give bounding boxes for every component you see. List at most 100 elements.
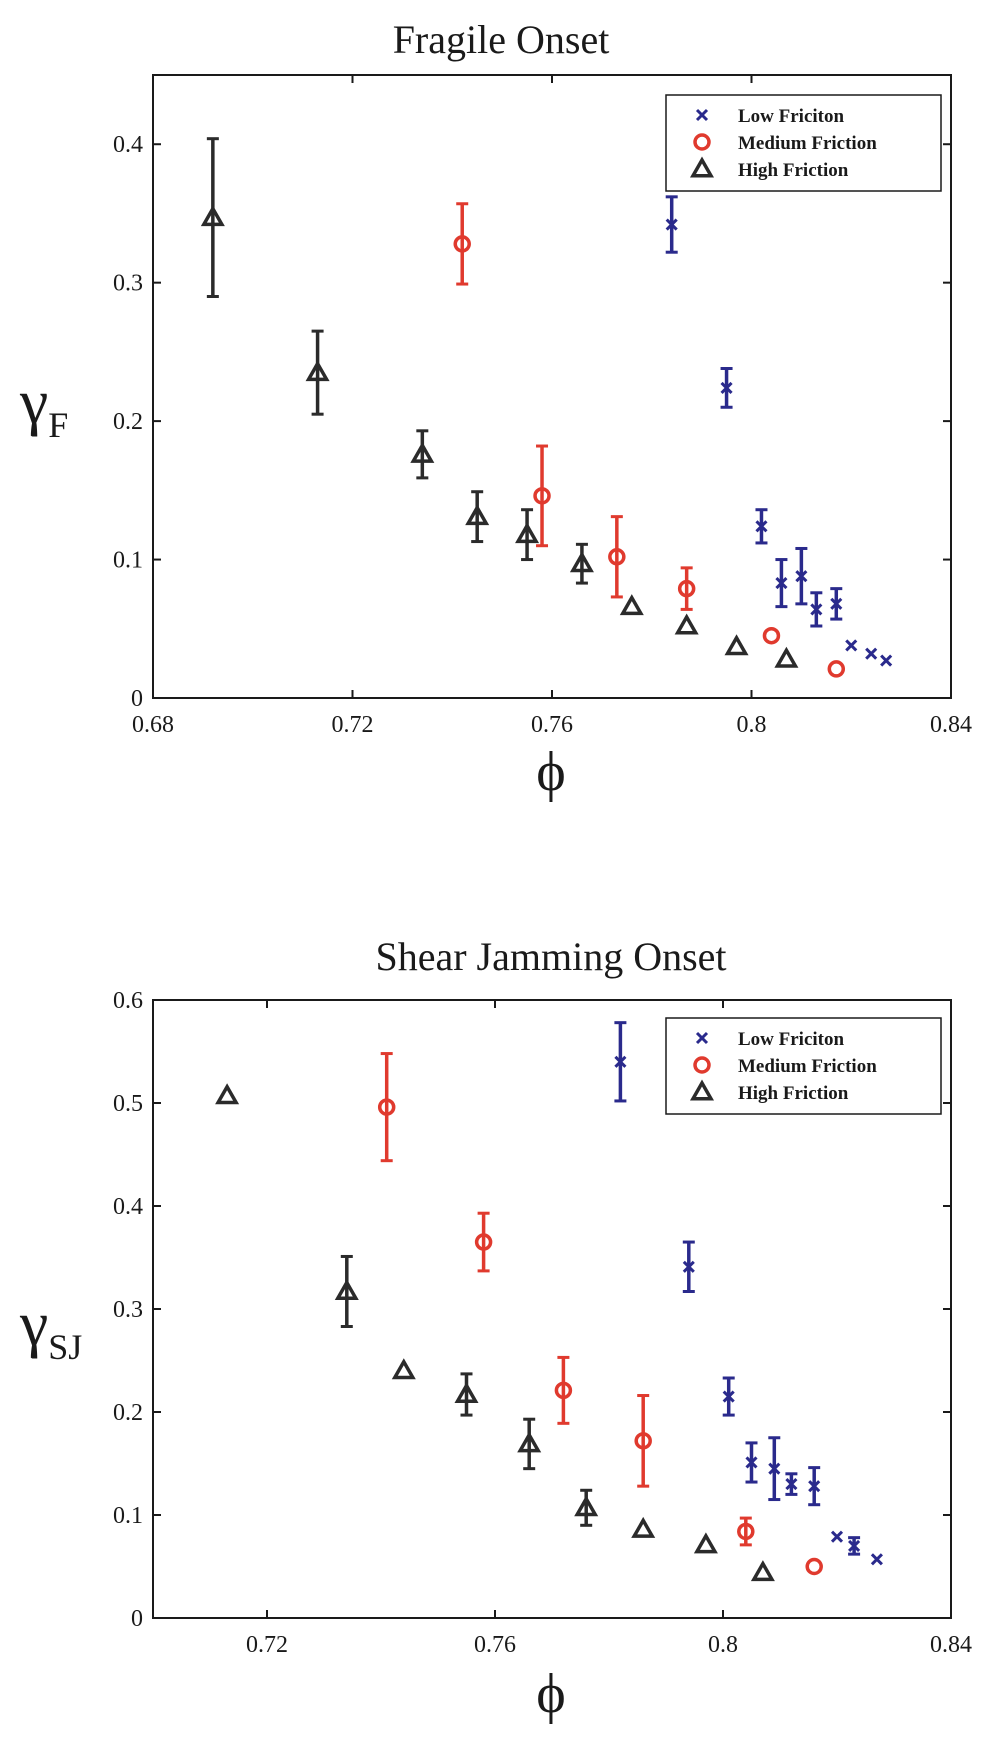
data-point [865,647,878,660]
data-point [870,1553,883,1566]
data-point [775,558,788,609]
legend-marker [693,133,711,151]
x-tick-label: 0.8 [737,712,767,738]
legend-label: Low Friciton [738,1029,845,1050]
data-point [515,508,540,562]
data-point [631,1516,656,1538]
legend-entry: Low Friciton [695,106,845,127]
y-tick-label: 0 [131,686,143,712]
data-point [391,1358,416,1380]
data-marker [608,548,626,566]
marker-stroke [808,1480,821,1493]
y-axis: 0 0.1 0.2 0.3 0.4 [113,132,951,712]
marker-stroke [614,1055,627,1068]
data-point [774,646,799,668]
legend-entry: Low Friciton [695,1029,845,1050]
data-point [845,639,858,652]
data-point [693,1532,718,1554]
data-point [808,1466,821,1507]
data-marker [865,647,878,660]
marker-stroke [795,570,808,583]
data-point [827,660,846,678]
data-point [805,1557,823,1576]
y-tick-label: 0.4 [113,1194,143,1220]
data-marker [762,626,781,645]
legend-entry: Medium Friction [693,1056,877,1077]
data-point [722,1376,735,1417]
data-marker [569,551,594,573]
x-axis: 0.72 0.76 0.8 0.84 [246,1000,972,1658]
legend: Low Friciton Medium Friction High Friction [665,94,942,192]
data-point [377,1052,396,1163]
data-point [533,444,551,548]
data-marker [517,1431,542,1453]
legend-entry: Medium Friction [693,133,877,154]
legend-label: Medium Friction [738,1056,877,1077]
data-point [554,1355,573,1425]
data-point [848,1536,861,1556]
data-marker [880,654,893,667]
data-point [517,1417,542,1471]
legend-label: High Friction [738,1083,849,1104]
y-tick-label: 0.2 [113,409,143,435]
marker-stroke [785,1478,798,1491]
y-tick-label: 0 [131,1606,143,1632]
data-point [750,1560,775,1582]
data-point [768,1436,781,1502]
y-axis-label: γSJ [19,1288,82,1367]
data-point [665,195,678,254]
data-point [677,566,696,611]
chart-shear-jamming-onset: Shear Jamming Onset 00.10.20.30.40.50.6 … [19,934,972,1725]
legend-label: Medium Friction [738,133,877,154]
legend-label: Low Friciton [738,106,845,127]
data-point [755,508,768,545]
y-axis-label-symbol: γ [19,1288,48,1359]
data-point [453,202,471,286]
data-point [200,137,225,299]
legend-label: High Friction [738,160,849,181]
data-marker [795,570,808,583]
data-point [305,329,330,416]
data-point [810,591,823,628]
data-marker [554,1381,573,1400]
data-marker [774,646,799,668]
data-point [830,1530,844,1543]
data-point [762,626,781,645]
chart-title: Shear Jamming Onset [375,934,726,979]
marker-stroke [665,218,678,231]
marker-stroke [682,1260,695,1273]
data-marker [305,360,330,382]
data-marker [827,660,846,678]
data-marker [453,235,471,253]
marker-stroke [870,1553,883,1566]
legend: Low Friciton Medium Friction High Friction [665,1017,942,1115]
data-point [745,1441,758,1484]
data-point [569,542,594,585]
data-point [334,1254,359,1329]
data-marker [830,1530,844,1543]
data-marker [745,1456,758,1469]
marker-stroke [848,1539,861,1552]
y-axis-label-symbol: γ [19,366,48,437]
data-point [880,654,893,667]
data-point [674,613,699,635]
data-marker [631,1516,656,1538]
data-marker [848,1539,861,1552]
data-point [785,1472,798,1496]
data-marker [454,1381,479,1403]
legend-marker [695,1031,709,1045]
y-tick-label: 0.6 [113,988,143,1014]
data-marker [465,504,490,526]
data-marker [682,1260,695,1273]
data-marker [200,205,225,227]
data-marker [665,218,678,231]
series-low-friciton [665,195,893,667]
data-marker [674,613,699,635]
marker-stroke [810,603,823,616]
y-axis: 0 0.1 0.2 0.3 0.4 0.5 0.6 [113,988,951,1632]
marker-stroke [830,1530,844,1543]
data-marker [805,1557,823,1576]
data-marker [737,1522,755,1541]
y-axis-label-subscript: SJ [48,1327,82,1367]
